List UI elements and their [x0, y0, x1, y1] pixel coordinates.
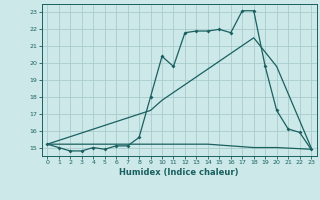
X-axis label: Humidex (Indice chaleur): Humidex (Indice chaleur): [119, 168, 239, 177]
